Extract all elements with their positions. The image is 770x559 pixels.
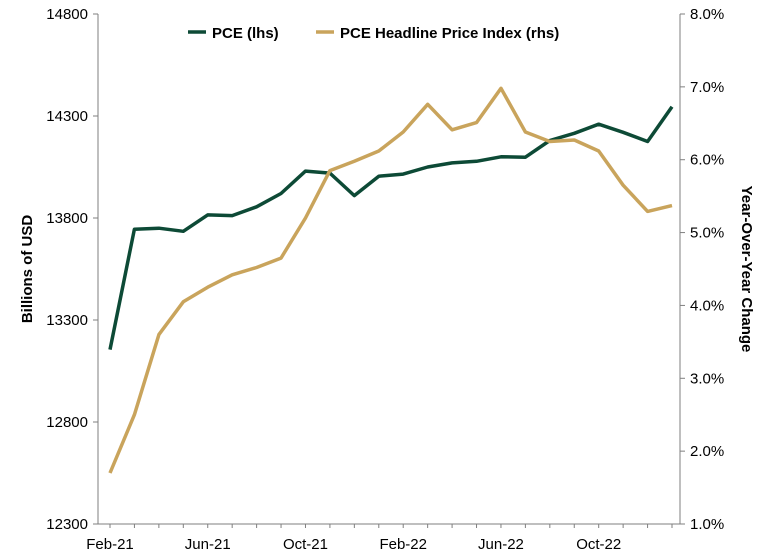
- legend-label: PCE Headline Price Index (rhs): [340, 25, 559, 42]
- y-tick-label-left: 14800: [46, 6, 88, 23]
- y-axis-label-left: Billions of USD: [19, 215, 36, 324]
- tick-labels: 12300 12800 13300 13800 14300 14800 1.0% 2.0% 3.…: [46, 6, 724, 553]
- x-tick-label: Jun-22: [478, 536, 524, 553]
- y-tick-label-left: 13800: [46, 210, 88, 227]
- x-tick-label: Jun-21: [185, 536, 231, 553]
- x-tick-label: Oct-21: [283, 536, 328, 553]
- y-tick-label-left: 13300: [46, 312, 88, 329]
- y-tick-label-left: 12300: [46, 516, 88, 533]
- legend-label: PCE (lhs): [212, 25, 279, 42]
- y-tick-label-right: 6.0%: [690, 152, 724, 169]
- y-tick-label-right: 5.0%: [690, 225, 724, 242]
- x-tick-label: Feb-22: [379, 536, 427, 553]
- y-tick-label-right: 2.0%: [690, 443, 724, 460]
- x-tick-label: Oct-22: [576, 536, 621, 553]
- y-tick-label-right: 4.0%: [690, 297, 724, 314]
- series-line-price-index: [108, 86, 673, 474]
- x-tick-label: Feb-21: [86, 536, 134, 553]
- y-tick-label-right: 7.0%: [690, 79, 724, 96]
- y-tick-label-right: 8.0%: [690, 6, 724, 23]
- series-line-pce: [108, 105, 674, 350]
- y-tick-label-right: 3.0%: [690, 370, 724, 387]
- y-tick-label-left: 12800: [46, 414, 88, 431]
- legend: PCE (lhs) PCE Headline Price Index (rhs): [188, 25, 559, 42]
- series-lines: [108, 86, 674, 474]
- y-tick-label-left: 14300: [46, 108, 88, 125]
- y-tick-label-right: 1.0%: [690, 516, 724, 533]
- axes: [93, 13, 685, 528]
- y-axis-label-right: Year-Over-Year Change: [738, 186, 755, 353]
